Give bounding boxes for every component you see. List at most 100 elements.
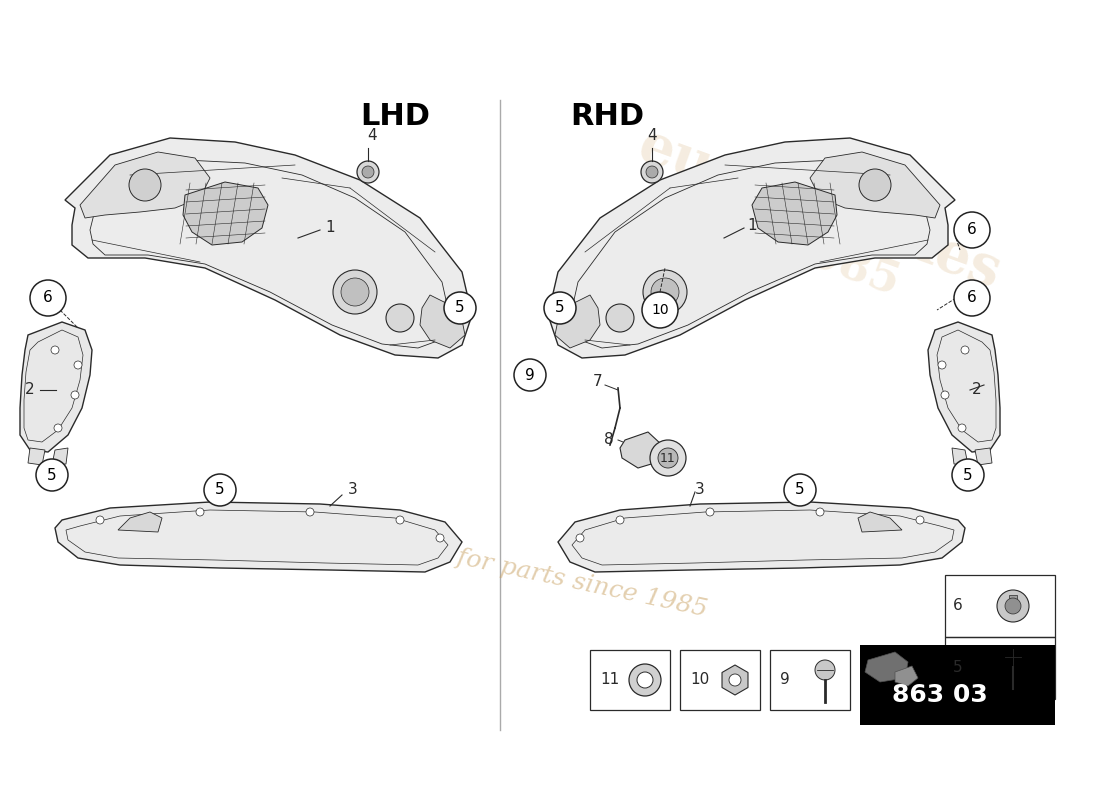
Text: 3: 3 bbox=[348, 482, 358, 498]
Circle shape bbox=[997, 590, 1028, 622]
Bar bbox=[860, 645, 1055, 725]
Circle shape bbox=[650, 440, 686, 476]
Text: 6: 6 bbox=[967, 222, 977, 238]
Polygon shape bbox=[620, 432, 662, 468]
Text: 5: 5 bbox=[556, 301, 564, 315]
Text: 10: 10 bbox=[690, 673, 710, 687]
Polygon shape bbox=[420, 295, 465, 348]
Polygon shape bbox=[722, 665, 748, 695]
Polygon shape bbox=[548, 138, 955, 358]
Circle shape bbox=[815, 660, 835, 680]
Text: RHD: RHD bbox=[570, 102, 645, 131]
Circle shape bbox=[362, 166, 374, 178]
Bar bbox=[770, 650, 850, 710]
Text: 6: 6 bbox=[953, 598, 962, 614]
Polygon shape bbox=[752, 182, 837, 245]
Text: 1985: 1985 bbox=[774, 224, 905, 306]
Circle shape bbox=[952, 459, 984, 491]
Circle shape bbox=[36, 459, 68, 491]
Circle shape bbox=[646, 166, 658, 178]
Text: 6: 6 bbox=[43, 290, 53, 306]
Bar bbox=[590, 650, 670, 710]
Polygon shape bbox=[118, 512, 162, 532]
Circle shape bbox=[341, 278, 368, 306]
Text: 11: 11 bbox=[600, 673, 619, 687]
Circle shape bbox=[954, 280, 990, 316]
Circle shape bbox=[859, 169, 891, 201]
Bar bbox=[680, 650, 760, 710]
Circle shape bbox=[436, 534, 444, 542]
Circle shape bbox=[729, 674, 741, 686]
Polygon shape bbox=[858, 512, 902, 532]
Circle shape bbox=[1003, 647, 1023, 667]
Circle shape bbox=[51, 346, 59, 354]
Polygon shape bbox=[928, 322, 1000, 452]
Circle shape bbox=[784, 474, 816, 506]
Circle shape bbox=[54, 424, 62, 432]
Circle shape bbox=[96, 516, 104, 524]
Circle shape bbox=[642, 292, 678, 328]
Polygon shape bbox=[28, 448, 45, 465]
Circle shape bbox=[940, 391, 949, 399]
Text: 1: 1 bbox=[747, 218, 757, 233]
Circle shape bbox=[30, 280, 66, 316]
Circle shape bbox=[1005, 598, 1021, 614]
Circle shape bbox=[706, 508, 714, 516]
Circle shape bbox=[658, 448, 678, 468]
Text: 4: 4 bbox=[367, 128, 377, 143]
Circle shape bbox=[204, 474, 236, 506]
Circle shape bbox=[333, 270, 377, 314]
Text: 6: 6 bbox=[967, 290, 977, 306]
Text: 8: 8 bbox=[604, 433, 614, 447]
Polygon shape bbox=[952, 448, 968, 465]
Circle shape bbox=[938, 361, 946, 369]
Circle shape bbox=[74, 361, 82, 369]
Circle shape bbox=[816, 508, 824, 516]
Text: a passion for parts since 1985: a passion for parts since 1985 bbox=[331, 519, 710, 621]
Circle shape bbox=[306, 508, 313, 516]
Circle shape bbox=[576, 534, 584, 542]
Text: 5: 5 bbox=[216, 482, 224, 498]
Text: 10: 10 bbox=[651, 303, 669, 317]
Text: 5: 5 bbox=[47, 467, 57, 482]
Polygon shape bbox=[865, 652, 907, 682]
Polygon shape bbox=[975, 448, 992, 465]
Polygon shape bbox=[55, 502, 462, 572]
Circle shape bbox=[386, 304, 414, 332]
Circle shape bbox=[72, 391, 79, 399]
Circle shape bbox=[958, 424, 966, 432]
Text: eurosparkes: eurosparkes bbox=[631, 118, 1009, 302]
Text: 4: 4 bbox=[647, 128, 657, 143]
Text: 3: 3 bbox=[695, 482, 705, 498]
Polygon shape bbox=[558, 502, 965, 572]
Text: 5: 5 bbox=[953, 661, 962, 675]
Polygon shape bbox=[65, 138, 472, 358]
Circle shape bbox=[637, 672, 653, 688]
Polygon shape bbox=[895, 666, 918, 686]
Bar bbox=[1009, 595, 1018, 607]
Text: LHD: LHD bbox=[360, 102, 430, 131]
Polygon shape bbox=[183, 182, 268, 245]
Text: 863 03: 863 03 bbox=[892, 683, 988, 707]
Bar bbox=[945, 575, 1055, 637]
Bar bbox=[945, 637, 1055, 699]
Text: 2: 2 bbox=[25, 382, 35, 398]
Circle shape bbox=[616, 516, 624, 524]
Circle shape bbox=[514, 359, 546, 391]
Text: 5: 5 bbox=[964, 467, 972, 482]
Polygon shape bbox=[810, 152, 940, 218]
Text: 1: 1 bbox=[324, 221, 334, 235]
Polygon shape bbox=[556, 295, 600, 348]
Text: 7: 7 bbox=[593, 374, 602, 390]
Circle shape bbox=[196, 508, 204, 516]
Circle shape bbox=[396, 516, 404, 524]
Polygon shape bbox=[20, 322, 92, 452]
Circle shape bbox=[641, 161, 663, 183]
Circle shape bbox=[444, 292, 476, 324]
Circle shape bbox=[644, 270, 688, 314]
Circle shape bbox=[916, 516, 924, 524]
Text: 2: 2 bbox=[972, 382, 981, 398]
Circle shape bbox=[651, 278, 679, 306]
Text: 5: 5 bbox=[455, 301, 465, 315]
Circle shape bbox=[129, 169, 161, 201]
